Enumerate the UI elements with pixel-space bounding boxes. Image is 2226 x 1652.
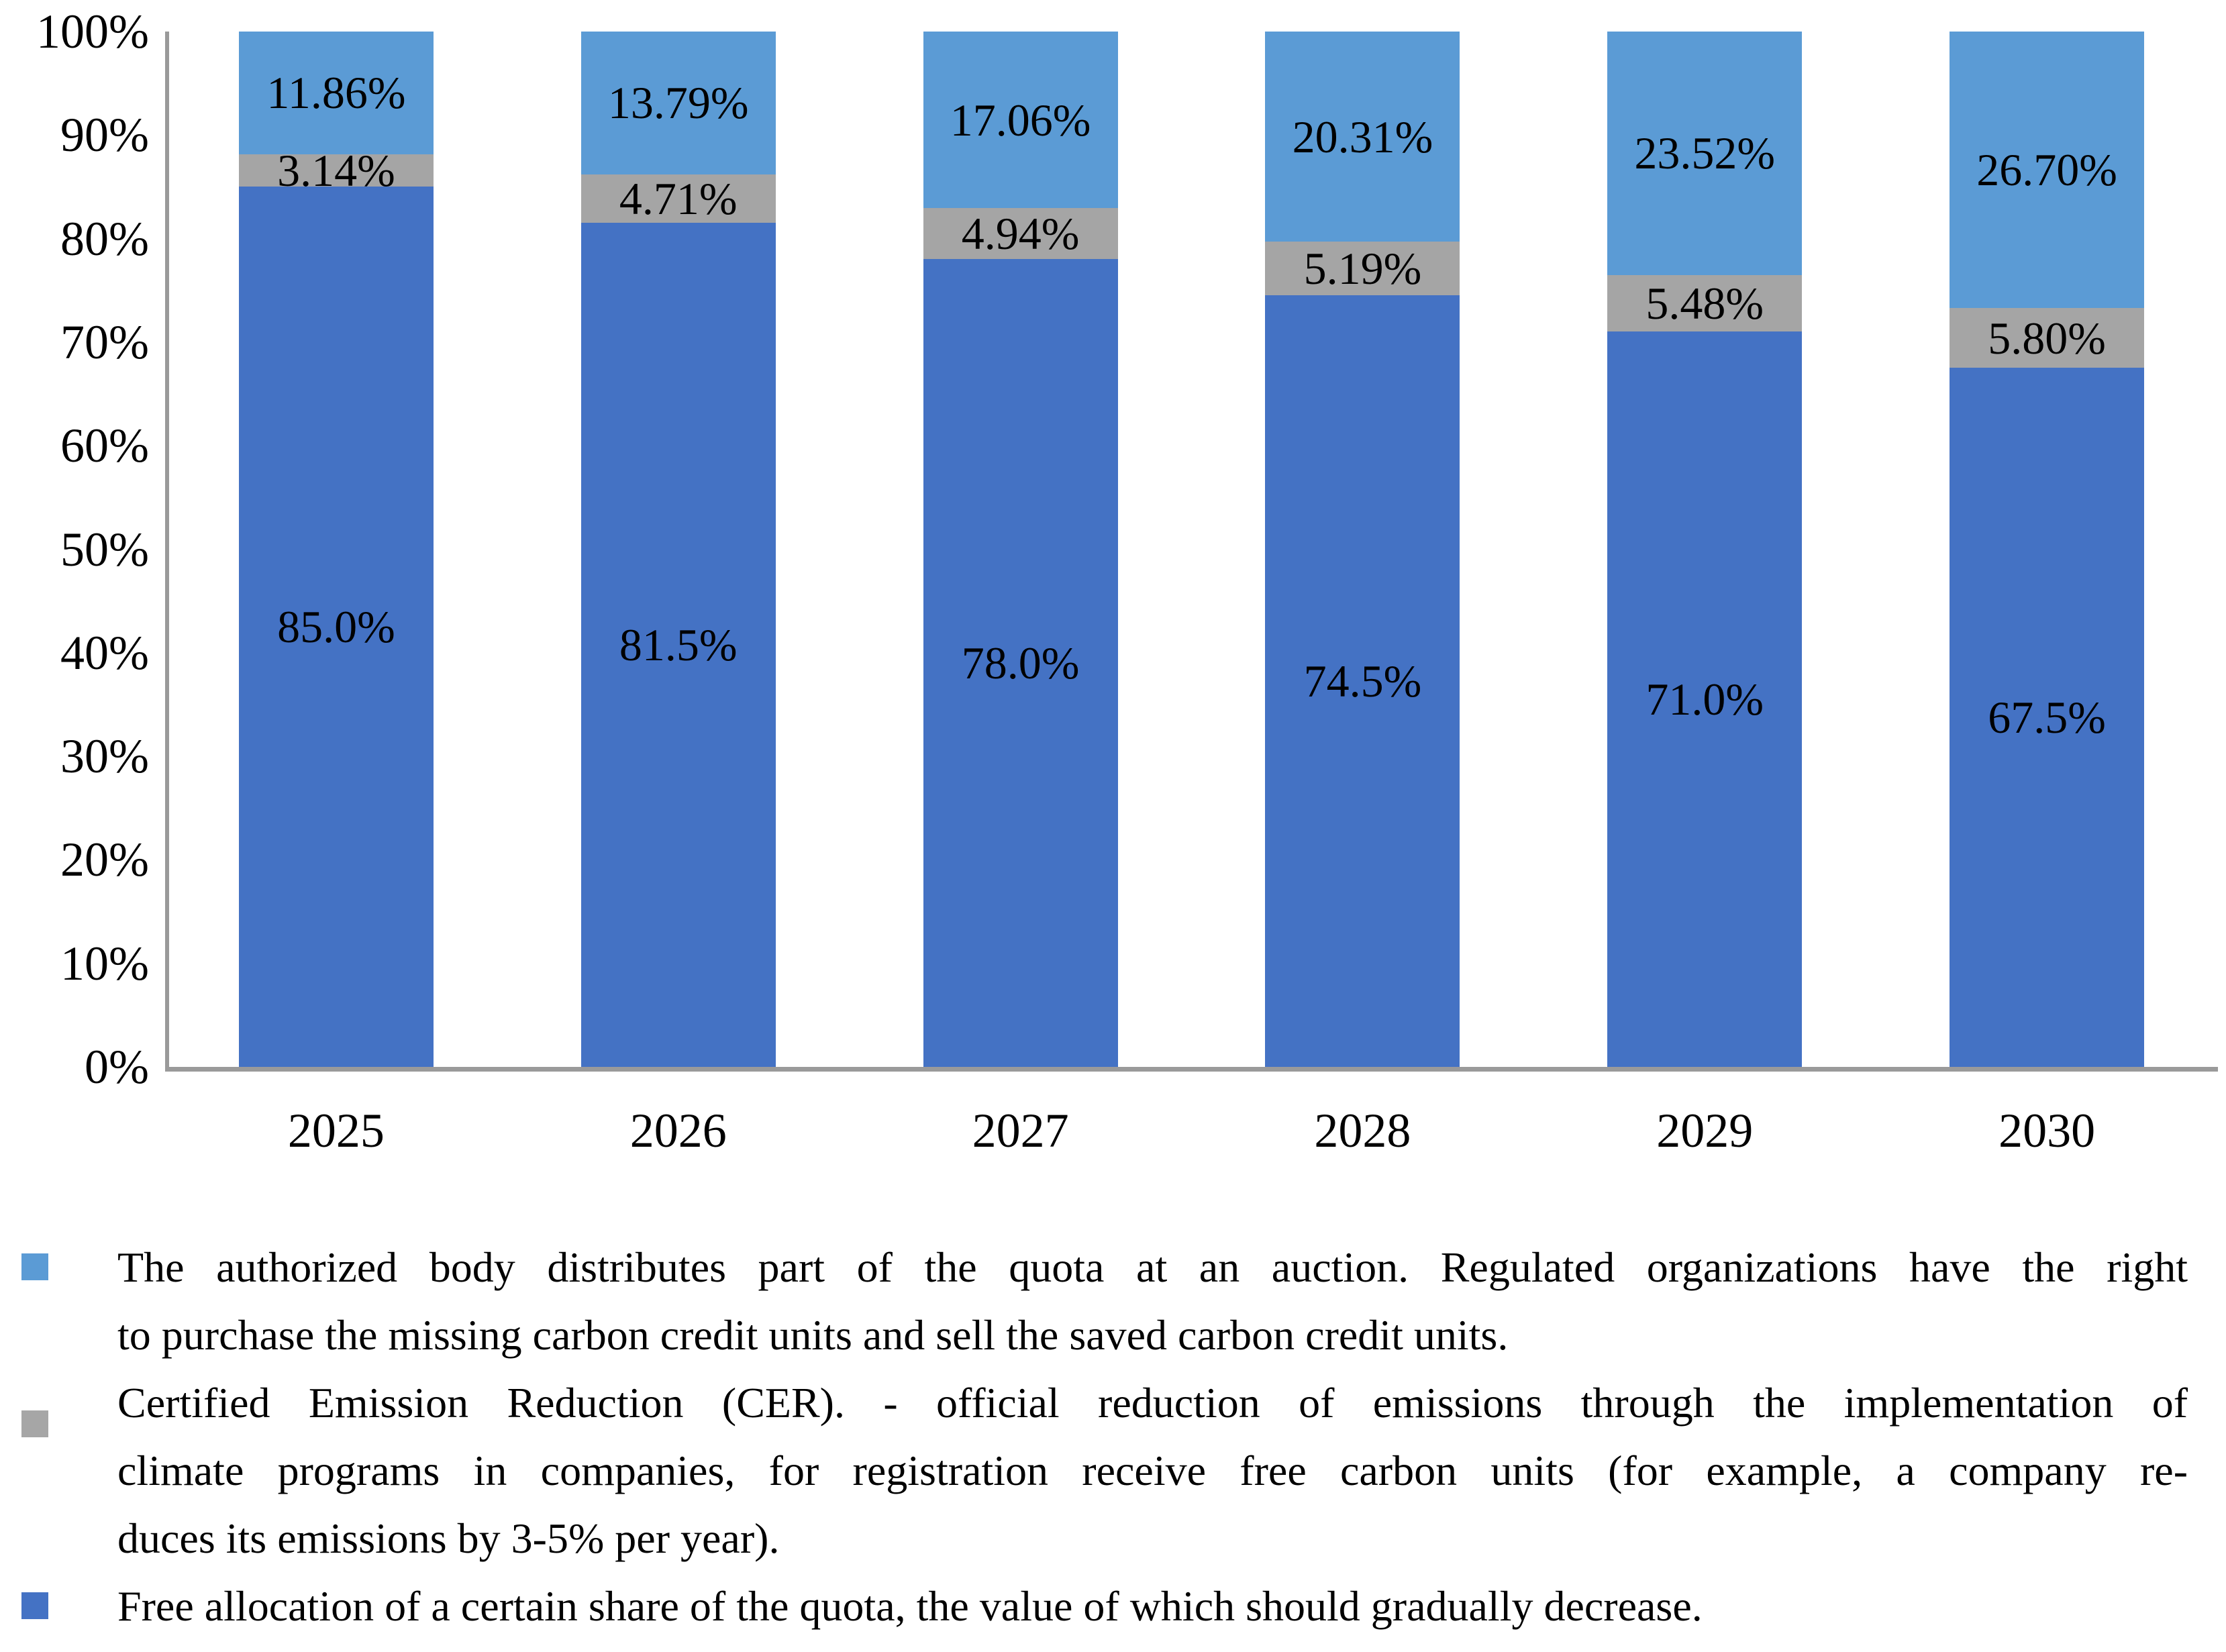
bar-segment-value-label: 26.70%: [1976, 144, 2117, 195]
legend-text-line: Certified Emission Reduction (CER). - of…: [117, 1379, 2188, 1427]
y-axis-tick-label: 100%: [36, 5, 149, 58]
legend-text-line: climate programs in companies, for regis…: [117, 1447, 2188, 1494]
bar-segment-value-label: 5.80%: [1988, 312, 2106, 364]
bar-segment-value-label: 23.52%: [1634, 127, 1776, 179]
x-axis-category-label: 2026: [629, 1104, 727, 1157]
bar-segment-value-label: 5.48%: [1646, 278, 1764, 329]
y-axis-tick-label: 60%: [60, 419, 149, 473]
bar-segment-certified-emission-reduction-2026: [580, 174, 776, 223]
legend-item-free-allocation-text: Free allocation of a certain share of th…: [117, 1572, 2188, 1640]
y-axis-tick-label: 70%: [60, 315, 149, 369]
x-axis-category-label: 2025: [287, 1104, 385, 1157]
bar-segment-value-label: 71.0%: [1646, 674, 1764, 725]
bar-segment-auction-2029: [1607, 32, 1803, 275]
x-axis-category-label: 2029: [1656, 1104, 1754, 1157]
bar-segment-free-allocation-2026: [580, 223, 776, 1067]
legend-item-auction: The authorized body distributes part of …: [21, 1233, 2203, 1369]
bar-segment-auction-2028: [1265, 32, 1460, 242]
bar-segment-auction-2026: [580, 32, 776, 174]
y-axis-tick-label: 40%: [60, 625, 149, 680]
x-axis-category-label: 2028: [1314, 1104, 1411, 1157]
bar-segment-value-label: 74.5%: [1303, 656, 1422, 707]
legend-bullet-cer-icon: [21, 1410, 48, 1437]
bar-segment-value-label: 4.94%: [961, 208, 1080, 260]
legend-bullet-auction-icon: [21, 1253, 48, 1280]
legend-text-line: The authorized body distributes part of …: [117, 1243, 2188, 1291]
bar-segment-certified-emission-reduction-2030: [1950, 307, 2145, 368]
bar-segment-value-label: 85.0%: [277, 601, 395, 653]
bar-segment-certified-emission-reduction-2028: [1265, 242, 1460, 296]
bar-segment-certified-emission-reduction-2029: [1607, 274, 1803, 332]
y-axis-tick-label: 10%: [60, 936, 149, 990]
bar-segment-auction-2030: [1950, 32, 2145, 308]
legend-item-cer: Certified Emission Reduction (CER). - of…: [21, 1369, 2203, 1572]
legend-text-line: Free allocation of a certain share of th…: [117, 1582, 1703, 1630]
bar-segment-value-label: 17.06%: [950, 94, 1091, 146]
legend-bullet-free-allocation-icon: [21, 1592, 48, 1619]
chart-legend: The authorized body distributes part of …: [21, 1233, 2203, 1640]
bar-segment-value-label: 3.14%: [277, 145, 395, 197]
y-axis-tick-label: 0%: [85, 1040, 149, 1094]
bar-segment-free-allocation-2025: [238, 187, 434, 1067]
bar-segment-auction-2027: [923, 32, 1118, 209]
x-axis-category-label: 2030: [1999, 1104, 2096, 1157]
bar-segment-value-label: 5.19%: [1303, 243, 1422, 295]
y-axis-tick-label: 80%: [60, 211, 149, 266]
bar-segment-value-label: 11.86%: [266, 67, 406, 119]
bar-segment-value-label: 20.31%: [1292, 111, 1433, 162]
y-axis-tick-label: 30%: [60, 729, 149, 784]
y-axis-line: [165, 32, 169, 1072]
legend-item-auction-text: The authorized body distributes part of …: [117, 1233, 2188, 1369]
stacked-bar-chart: 0% 10% 20% 30% 40% 50% 60% 70% 80% 90% 100% 85.0% 3.…: [36, 5, 2218, 1157]
bar-segment-value-label: 81.5%: [619, 619, 738, 671]
bar-segment-free-allocation-2028: [1265, 295, 1460, 1067]
legend-text-line: duces its emissions by 3-5% per year).: [117, 1514, 780, 1562]
bar-segment-free-allocation-2029: [1607, 331, 1803, 1067]
bar-segment-free-allocation-2030: [1950, 368, 2145, 1067]
bar-segment-value-label: 67.5%: [1988, 692, 2106, 743]
legend-item-free-allocation: Free allocation of a certain share of th…: [21, 1572, 2203, 1640]
bar-segment-value-label: 4.71%: [619, 173, 738, 225]
bar-segment-value-label: 13.79%: [607, 77, 749, 129]
x-axis-line: [165, 1067, 2218, 1072]
y-axis-tick-label: 50%: [60, 522, 149, 576]
bar-segment-free-allocation-2027: [923, 259, 1118, 1067]
x-axis-category-label: 2027: [972, 1104, 1069, 1157]
legend-text-line: to purchase the missing carbon credit un…: [117, 1311, 1509, 1359]
bar-segment-value-label: 78.0%: [961, 637, 1080, 689]
y-axis-tick-label: 20%: [60, 833, 149, 887]
bar-segment-auction-2025: [238, 32, 434, 154]
bar-segment-certified-emission-reduction-2025: [238, 154, 434, 187]
y-axis-tick-label: 90%: [60, 108, 149, 162]
legend-item-cer-text: Certified Emission Reduction (CER). - of…: [117, 1369, 2188, 1572]
bar-segment-certified-emission-reduction-2027: [923, 208, 1118, 260]
